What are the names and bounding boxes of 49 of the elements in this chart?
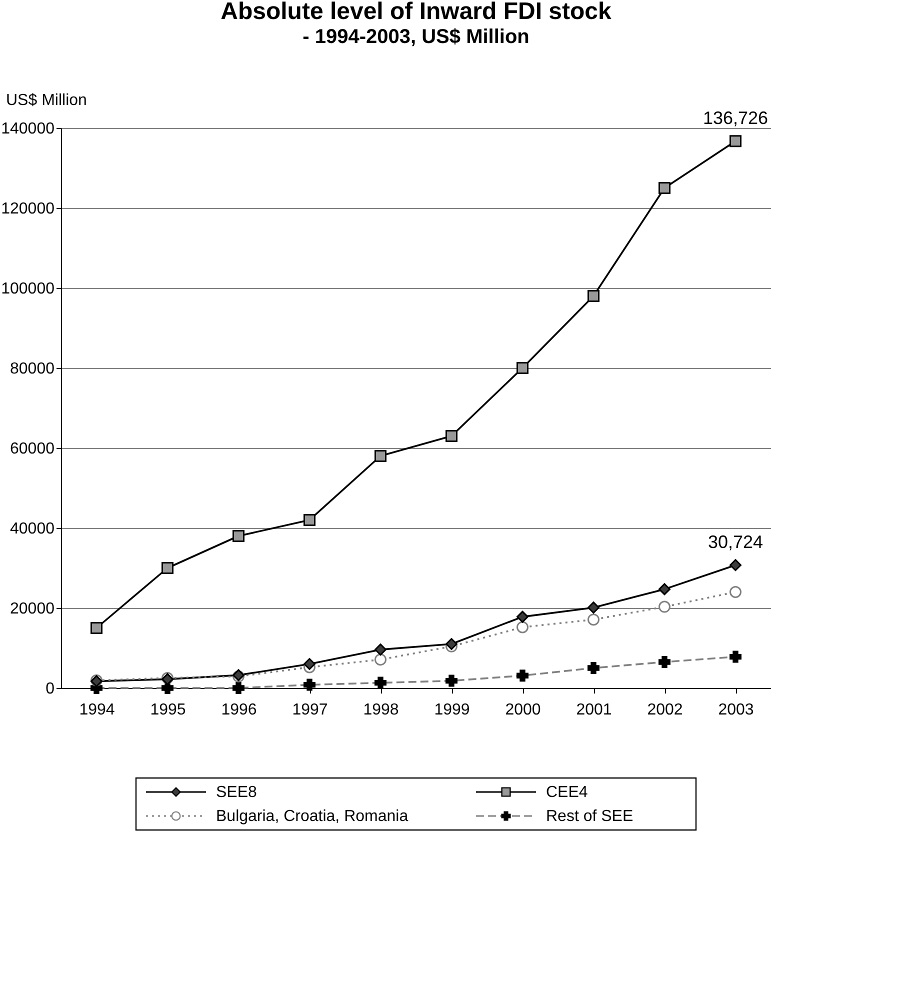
legend-label: CEE4 bbox=[546, 784, 588, 801]
point bbox=[374, 644, 386, 656]
point bbox=[588, 290, 600, 302]
point bbox=[588, 602, 600, 614]
legend-label: SEE8 bbox=[216, 784, 258, 801]
point bbox=[516, 610, 528, 623]
x-tick-label: 2003 bbox=[718, 702, 754, 718]
point bbox=[516, 362, 528, 374]
point bbox=[446, 638, 458, 650]
x-tick-label: 1997 bbox=[292, 702, 328, 718]
point bbox=[374, 450, 386, 462]
chart-title: Absolute level of Inward FDI stock bbox=[220, 0, 612, 25]
x-tick-label: 1999 bbox=[434, 702, 470, 718]
annotation: 30,724 bbox=[708, 532, 764, 552]
point bbox=[162, 562, 174, 574]
x-tick-label: 1995 bbox=[150, 702, 186, 718]
legend-label: Rest of SEE bbox=[546, 808, 634, 825]
y-tick-label: 120000 bbox=[1, 200, 55, 218]
point bbox=[232, 530, 244, 542]
point bbox=[516, 621, 528, 634]
y-tick-label: 20000 bbox=[10, 600, 55, 618]
point bbox=[374, 654, 386, 666]
x-tick-label: 2000 bbox=[505, 702, 541, 718]
point bbox=[90, 622, 102, 634]
point bbox=[658, 600, 670, 613]
point bbox=[304, 658, 316, 670]
point bbox=[730, 586, 742, 598]
point bbox=[588, 614, 600, 626]
x-tick-label: 2001 bbox=[576, 702, 612, 718]
x-tick-label: 1998 bbox=[363, 702, 399, 718]
y-tick-label: 140000 bbox=[1, 120, 55, 138]
y-tick-label: 40000 bbox=[10, 520, 55, 538]
y-tick-label: 60000 bbox=[10, 440, 55, 458]
point bbox=[304, 514, 316, 526]
point bbox=[730, 559, 742, 572]
y-tick-label: 80000 bbox=[10, 360, 55, 378]
point bbox=[730, 135, 742, 148]
annotation: 136,726 bbox=[702, 108, 768, 128]
y-tick-label: 100000 bbox=[1, 280, 55, 298]
point bbox=[446, 430, 458, 442]
point bbox=[658, 182, 670, 194]
y-axis-title: US$ Million bbox=[6, 92, 87, 109]
chart-subtitle: - 1994-2003, US$ Million bbox=[302, 26, 530, 48]
legend-label: Bulgaria, Croatia, Romania bbox=[216, 808, 408, 825]
x-tick-label: 1996 bbox=[221, 702, 257, 718]
x-tick-label: 2002 bbox=[647, 702, 683, 718]
point bbox=[658, 583, 670, 596]
y-tick-label: 0 bbox=[46, 680, 55, 698]
x-tick-label: 1994 bbox=[79, 702, 115, 718]
